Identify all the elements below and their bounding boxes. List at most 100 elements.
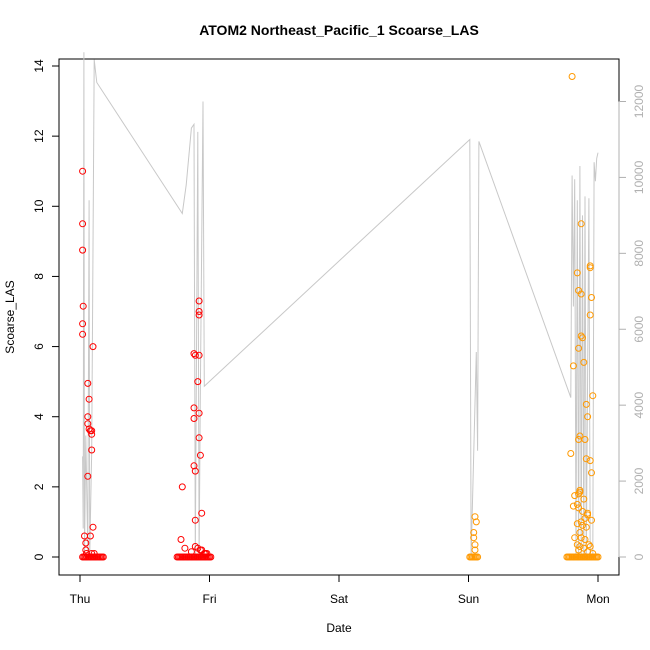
data-point	[181, 544, 189, 552]
x-tick-label: Thu	[70, 592, 91, 606]
data-point	[579, 334, 586, 342]
x-tick-label: Mon	[586, 592, 609, 606]
data-point	[576, 486, 584, 494]
data-point	[575, 490, 583, 498]
data-point	[187, 548, 195, 556]
data-point	[90, 550, 98, 557]
data-point	[82, 546, 90, 554]
data-point	[89, 343, 97, 351]
data-point	[195, 308, 203, 315]
data-point	[579, 521, 586, 529]
data-point	[580, 495, 588, 503]
data-point	[576, 432, 584, 440]
data-point	[569, 362, 577, 370]
y-tick-label: 2	[32, 483, 46, 490]
data-point	[577, 518, 585, 526]
secondary-line-layer	[82, 52, 599, 558]
data-point	[586, 457, 594, 465]
data-point	[195, 409, 203, 417]
data-point	[568, 73, 576, 80]
data-point	[85, 395, 93, 403]
data-point	[571, 492, 579, 500]
data-point	[582, 523, 590, 531]
data-point	[471, 513, 479, 521]
data-point	[594, 553, 602, 561]
data-point	[177, 536, 185, 543]
secondary-series-line	[82, 52, 599, 558]
data-point	[195, 351, 203, 359]
data-point	[577, 220, 585, 228]
data-point	[198, 546, 206, 554]
data-point	[576, 529, 584, 536]
data-point	[471, 546, 479, 554]
y2-tick-label: 4000	[632, 391, 646, 418]
plot-frame	[58, 58, 620, 576]
data-point	[178, 483, 186, 491]
data-point	[581, 536, 589, 543]
data-point	[571, 534, 579, 542]
y-axis-label: Scoarse_LAS	[3, 280, 17, 353]
data-point	[581, 436, 589, 443]
y-tick-label: 6	[32, 343, 46, 350]
data-point	[82, 539, 90, 547]
data-point	[567, 450, 575, 457]
data-point	[79, 246, 87, 254]
data-point	[580, 544, 588, 552]
y2-tick-label: 8000	[632, 240, 646, 267]
data-point	[198, 509, 206, 517]
data-point	[89, 523, 97, 531]
data-point	[569, 502, 577, 510]
y2-tick-label: 12000	[632, 84, 646, 118]
data-point	[470, 534, 478, 542]
data-point	[589, 392, 597, 400]
data-point	[577, 332, 585, 340]
data-point	[191, 516, 199, 524]
y-tick-label: 12	[32, 129, 46, 143]
points-layer	[79, 73, 602, 561]
data-point	[79, 320, 87, 328]
data-point	[586, 311, 594, 319]
y-tick-label: 0	[32, 553, 46, 560]
data-point	[195, 311, 203, 319]
x-tick-label: Sat	[330, 592, 349, 606]
data-point	[79, 220, 87, 228]
data-point	[99, 553, 107, 561]
data-point	[589, 550, 597, 557]
data-point	[79, 330, 87, 338]
chart-title: ATOM2 Northeast_Pacific_1 Scoarse_LAS	[199, 22, 479, 38]
data-point	[203, 550, 211, 557]
data-point	[191, 351, 199, 359]
data-point	[88, 550, 96, 557]
axes-layer: Thu Fri Sat Sun Mon 0 2 4 6 8 10 12 14 0 2000 4000 6000 8…	[32, 59, 646, 606]
data-point	[190, 404, 198, 412]
y-tick-label: 8	[32, 273, 46, 280]
y-tick-label: 4	[32, 413, 46, 420]
data-point	[86, 532, 94, 540]
data-point	[472, 518, 480, 526]
data-point	[195, 297, 203, 305]
data-point	[577, 290, 585, 298]
data-point	[88, 446, 96, 454]
data-point	[584, 413, 592, 421]
data-point	[194, 378, 202, 386]
y-tick-label: 14	[32, 59, 46, 73]
data-point	[582, 455, 590, 463]
data-point	[79, 302, 87, 310]
y2-tick-label: 10000	[632, 160, 646, 194]
y2-tick-label: 2000	[632, 467, 646, 494]
data-point	[474, 553, 482, 561]
data-point	[84, 472, 92, 480]
x-axis-label: Date	[326, 621, 352, 635]
data-point	[79, 167, 87, 175]
data-point	[207, 553, 215, 561]
data-point	[196, 451, 204, 459]
data-point	[588, 294, 595, 301]
data-point	[581, 514, 589, 522]
data-point	[586, 264, 594, 272]
x-tick-label: Sun	[458, 592, 479, 606]
data-point	[84, 379, 92, 387]
y2-tick-label: 6000	[632, 316, 646, 343]
data-point	[470, 529, 478, 536]
data-point	[588, 469, 595, 477]
